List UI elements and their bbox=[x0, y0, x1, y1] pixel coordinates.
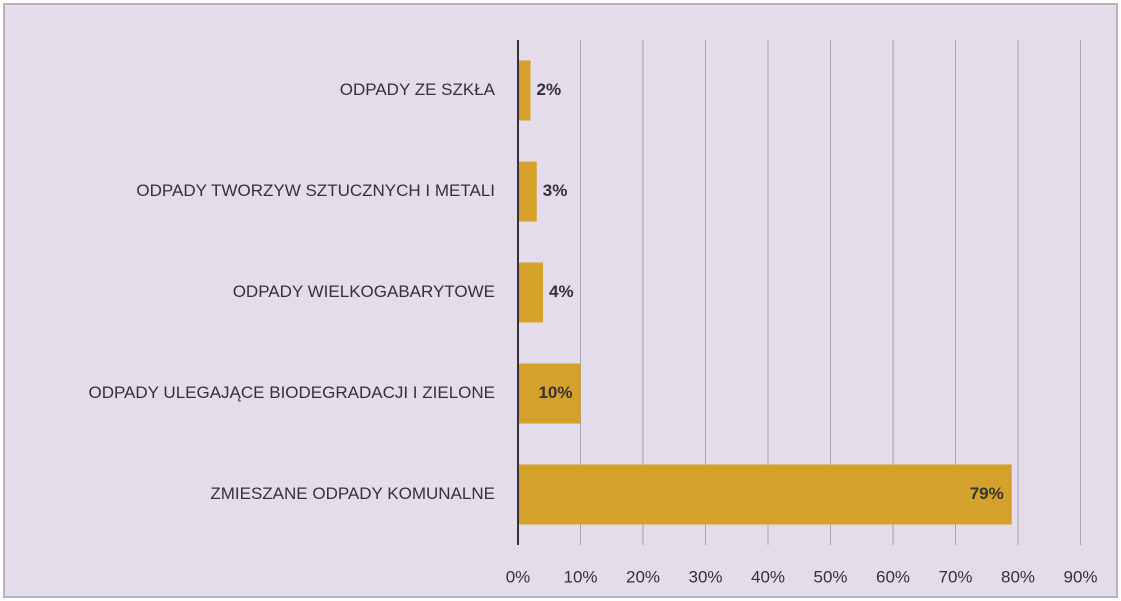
x-tick-label: 90% bbox=[1063, 567, 1097, 586]
x-tick-label: 0% bbox=[506, 567, 531, 586]
value-label: 4% bbox=[549, 282, 574, 301]
y-tick-label: ODPADY ULEGAJĄCE BIODEGRADACJI I ZIELONE bbox=[88, 383, 495, 402]
x-tick-label: 10% bbox=[563, 567, 597, 586]
y-tick-label: ODPADY WIELKOGABARYTOWE bbox=[233, 282, 495, 301]
x-tick-label: 70% bbox=[938, 567, 972, 586]
value-label: 3% bbox=[543, 181, 568, 200]
x-tick-label: 20% bbox=[626, 567, 660, 586]
x-tick-label: 50% bbox=[813, 567, 847, 586]
y-tick-label: ZMIESZANE ODPADY KOMUNALNE bbox=[210, 484, 495, 503]
bar bbox=[518, 363, 581, 424]
bar bbox=[518, 161, 537, 222]
value-label: 10% bbox=[538, 383, 572, 402]
value-label: 2% bbox=[537, 80, 562, 99]
x-tick-label: 30% bbox=[688, 567, 722, 586]
bar bbox=[518, 464, 1012, 525]
value-label: 79% bbox=[970, 484, 1004, 503]
x-tick-label: 60% bbox=[876, 567, 910, 586]
bar bbox=[518, 262, 543, 323]
x-tick-label: 40% bbox=[751, 567, 785, 586]
bar bbox=[518, 60, 531, 121]
y-tick-label: ODPADY ZE SZKŁA bbox=[340, 80, 496, 99]
x-tick-label: 80% bbox=[1001, 567, 1035, 586]
y-tick-label: ODPADY TWORZYW SZTUCZNYCH I METALI bbox=[136, 181, 495, 200]
